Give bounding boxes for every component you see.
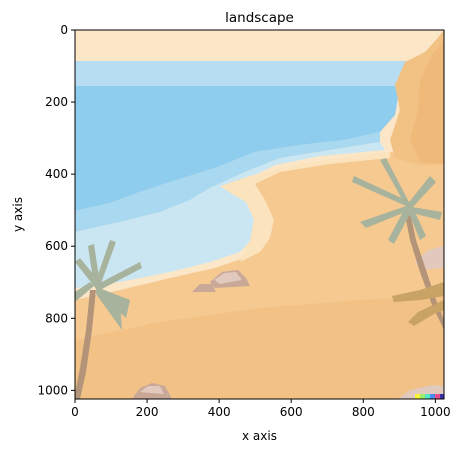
x-tick-label: 1000 — [420, 405, 451, 419]
sand-foreground — [75, 296, 444, 399]
y-tick-label: 0 — [60, 23, 68, 37]
y-tick-label: 200 — [45, 95, 68, 109]
foam-line — [220, 152, 390, 262]
surf-zone — [75, 142, 385, 288]
x-tick-label: 600 — [280, 405, 303, 419]
rock-left — [132, 383, 172, 399]
y-tick-label: 800 — [45, 311, 68, 325]
y-axis-label: y axis — [11, 197, 25, 232]
palm-tree-left — [75, 240, 142, 399]
color-strip — [415, 394, 444, 399]
landscape-image — [75, 30, 444, 399]
x-tick-label: 400 — [208, 405, 231, 419]
y-tick-label: 400 — [45, 167, 68, 181]
cliff-shade — [410, 40, 444, 164]
x-tick-label: 200 — [136, 405, 159, 419]
sea-far — [75, 61, 444, 89]
x-tick-label: 0 — [71, 405, 79, 419]
palm-tree-edge — [392, 282, 444, 326]
x-tick-label: 800 — [352, 405, 375, 419]
chart-title: landscape — [225, 10, 294, 26]
shallow-water — [75, 132, 380, 232]
x-axis-label: x axis — [242, 429, 277, 443]
rock-mid — [192, 270, 250, 292]
y-tick-label: 1000 — [37, 383, 68, 397]
x-axis-ticks: 0 200 400 600 800 1000 — [71, 399, 451, 419]
palm-tree-right — [352, 158, 444, 330]
sea — [75, 86, 400, 211]
axes-frame — [74, 29, 445, 400]
y-axis-ticks: 0 200 400 600 800 1000 — [37, 23, 75, 397]
y-tick-label: 600 — [45, 239, 68, 253]
